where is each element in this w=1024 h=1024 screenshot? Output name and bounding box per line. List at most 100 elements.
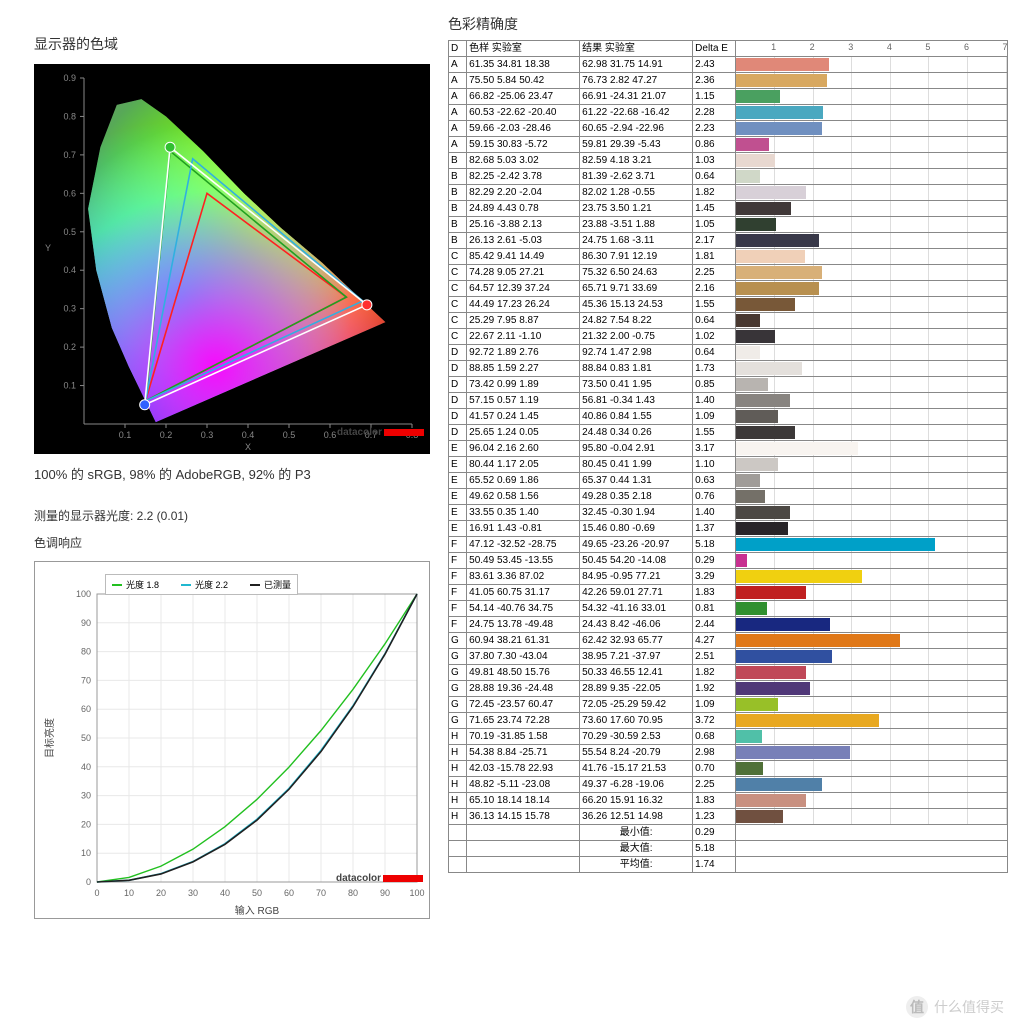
svg-text:0.4: 0.4 <box>63 265 76 275</box>
table-row: C74.28 9.05 27.2175.32 6.50 24.632.25 <box>449 265 1008 281</box>
svg-text:10: 10 <box>124 888 134 898</box>
table-row: A61.35 34.81 18.3862.98 31.75 14.912.43 <box>449 57 1008 73</box>
svg-text:0.3: 0.3 <box>63 304 76 314</box>
svg-text:0.5: 0.5 <box>63 227 76 237</box>
svg-text:30: 30 <box>188 888 198 898</box>
svg-text:20: 20 <box>81 819 91 829</box>
svg-text:90: 90 <box>380 888 390 898</box>
tone-chart: 00 10 10 20 20 30 30 40 40 50 50 60 60 70 70 80 80 90 90 10… <box>34 561 430 919</box>
table-row: C44.49 17.23 26.2445.36 15.13 24.531.55 <box>449 297 1008 313</box>
table-row: C64.57 12.39 37.2465.71 9.71 33.692.16 <box>449 281 1008 297</box>
datacolor-logo-2: datacolor <box>336 873 423 884</box>
svg-text:0.9: 0.9 <box>63 73 76 83</box>
svg-text:40: 40 <box>81 762 91 772</box>
table-row: H70.19 -31.85 1.5870.29 -30.59 2.530.68 <box>449 729 1008 745</box>
svg-text:0.1: 0.1 <box>119 430 132 440</box>
svg-text:0.3: 0.3 <box>201 430 214 440</box>
svg-text:0.7: 0.7 <box>63 150 76 160</box>
table-row: B26.13 2.61 -5.0324.75 1.68 -3.112.17 <box>449 233 1008 249</box>
svg-text:0.6: 0.6 <box>63 188 76 198</box>
table-row: F47.12 -32.52 -28.7549.65 -23.26 -20.975… <box>449 537 1008 553</box>
svg-text:80: 80 <box>81 647 91 657</box>
table-row: F24.75 13.78 -49.4824.43 8.42 -46.062.44 <box>449 617 1008 633</box>
watermark: 值 什么值得买 <box>906 996 1004 1018</box>
svg-text:X: X <box>245 442 251 452</box>
table-row: D88.85 1.59 2.2788.84 0.83 1.811.73 <box>449 361 1008 377</box>
svg-text:30: 30 <box>81 791 91 801</box>
svg-text:70: 70 <box>316 888 326 898</box>
table-row: C25.29 7.95 8.8724.82 7.54 8.220.64 <box>449 313 1008 329</box>
table-row: E33.55 0.35 1.4032.45 -0.30 1.941.40 <box>449 505 1008 521</box>
svg-text:50: 50 <box>252 888 262 898</box>
svg-text:目标亮度: 目标亮度 <box>43 718 56 758</box>
table-row: B82.29 2.20 -2.0482.02 1.28 -0.551.82 <box>449 185 1008 201</box>
table-row: D57.15 0.57 1.1956.81 -0.34 1.431.40 <box>449 393 1008 409</box>
svg-text:0: 0 <box>86 877 91 887</box>
table-row: F83.61 3.36 87.0284.95 -0.95 77.213.29 <box>449 569 1008 585</box>
svg-text:0: 0 <box>94 888 99 898</box>
table-row: A66.82 -25.06 23.4766.91 -24.31 21.071.1… <box>449 89 1008 105</box>
table-row: G28.88 19.36 -24.4828.89 9.35 -22.051.92 <box>449 681 1008 697</box>
svg-text:20: 20 <box>156 888 166 898</box>
table-row: G49.81 48.50 15.7650.33 46.55 12.411.82 <box>449 665 1008 681</box>
table-row: G60.94 38.21 61.3162.42 32.93 65.774.27 <box>449 633 1008 649</box>
datacolor-logo: datacolor <box>337 427 424 438</box>
svg-text:100: 100 <box>409 888 424 898</box>
svg-text:40: 40 <box>220 888 230 898</box>
gamut-caption: 100% 的 sRGB, 98% 的 AdobeRGB, 92% 的 P3 <box>34 464 434 483</box>
table-row: E96.04 2.16 2.6095.80 -0.04 2.913.17 <box>449 441 1008 457</box>
table-row: G72.45 -23.57 60.4772.05 -25.29 59.421.0… <box>449 697 1008 713</box>
svg-text:0.4: 0.4 <box>242 430 255 440</box>
table-row: B82.25 -2.42 3.7881.39 -2.62 3.710.64 <box>449 169 1008 185</box>
table-row: E16.91 1.43 -0.8115.46 0.80 -0.691.37 <box>449 521 1008 537</box>
table-row: A59.15 30.83 -5.7259.81 29.39 -5.430.86 <box>449 137 1008 153</box>
table-row: H36.13 14.15 15.7836.26 12.51 14.981.23 <box>449 809 1008 825</box>
gamut-chart: 0.1 0.2 0.3 0.4 0.5 0.6 0.7 0.8 0.1 0.2 0.3 0.4 0.5 0… <box>34 64 430 454</box>
svg-text:50: 50 <box>81 733 91 743</box>
svg-text:90: 90 <box>81 618 91 628</box>
table-row: D92.72 1.89 2.7692.74 1.47 2.980.64 <box>449 345 1008 361</box>
table-row: E80.44 1.17 2.0580.45 0.41 1.991.10 <box>449 457 1008 473</box>
svg-text:0.8: 0.8 <box>63 111 76 121</box>
svg-text:0.2: 0.2 <box>160 430 173 440</box>
table-row: C85.42 9.41 14.4986.30 7.91 12.191.81 <box>449 249 1008 265</box>
table-row: D73.42 0.99 1.8973.50 0.41 1.950.85 <box>449 377 1008 393</box>
table-row: E65.52 0.69 1.8665.37 0.44 1.310.63 <box>449 473 1008 489</box>
table-row: C22.67 2.11 -1.1021.32 2.00 -0.751.02 <box>449 329 1008 345</box>
tone-legend: 光度 1.8光度 2.2已测量 <box>105 574 298 595</box>
svg-text:80: 80 <box>348 888 358 898</box>
svg-text:0.1: 0.1 <box>63 381 76 391</box>
table-row: F50.49 53.45 -13.5550.45 54.20 -14.080.2… <box>449 553 1008 569</box>
table-row: D41.57 0.24 1.4540.86 0.84 1.551.09 <box>449 409 1008 425</box>
table-row: A75.50 5.84 50.4276.73 2.82 47.272.36 <box>449 73 1008 89</box>
accuracy-title: 色彩精确度 <box>448 14 1008 34</box>
table-row: A60.53 -22.62 -20.4061.22 -22.68 -16.422… <box>449 105 1008 121</box>
svg-text:60: 60 <box>284 888 294 898</box>
table-row: B82.68 5.03 3.0282.59 4.18 3.211.03 <box>449 153 1008 169</box>
svg-text:10: 10 <box>81 848 91 858</box>
table-row: B25.16 -3.88 2.1323.88 -3.51 1.881.05 <box>449 217 1008 233</box>
gamut-title: 显示器的色域 <box>34 34 434 54</box>
table-row: G71.65 23.74 72.2873.60 17.60 70.953.72 <box>449 713 1008 729</box>
table-row: G37.80 7.30 -43.0438.95 7.21 -37.972.51 <box>449 649 1008 665</box>
gamma-label: 测量的显示器光度: 2.2 (0.01) <box>34 507 434 524</box>
svg-text:100: 100 <box>76 589 91 599</box>
svg-text:0.5: 0.5 <box>283 430 296 440</box>
tone-title: 色调响应 <box>34 534 434 551</box>
table-row: H54.38 8.84 -25.7155.54 8.24 -20.792.98 <box>449 745 1008 761</box>
table-row: D25.65 1.24 0.0524.48 0.34 0.261.55 <box>449 425 1008 441</box>
table-row: E49.62 0.58 1.5649.28 0.35 2.180.76 <box>449 489 1008 505</box>
svg-text:输入 RGB: 输入 RGB <box>235 904 280 917</box>
table-row: F54.14 -40.76 34.7554.32 -41.16 33.010.8… <box>449 601 1008 617</box>
table-row: H48.82 -5.11 -23.0849.37 -6.28 -19.062.2… <box>449 777 1008 793</box>
svg-text:0.6: 0.6 <box>324 430 337 440</box>
svg-text:Y: Y <box>45 243 51 253</box>
table-row: H42.03 -15.78 22.9341.76 -15.17 21.530.7… <box>449 761 1008 777</box>
svg-text:60: 60 <box>81 704 91 714</box>
table-row: H65.10 18.14 18.1466.20 15.91 16.321.83 <box>449 793 1008 809</box>
table-row: F41.05 60.75 31.1742.26 59.01 27.711.83 <box>449 585 1008 601</box>
svg-text:0.2: 0.2 <box>63 342 76 352</box>
accuracy-table: D色样 实验室结果 实验室Delta E1234567A61.35 34.81 … <box>448 40 1008 873</box>
table-row: B24.89 4.43 0.7823.75 3.50 1.211.45 <box>449 201 1008 217</box>
svg-text:70: 70 <box>81 675 91 685</box>
